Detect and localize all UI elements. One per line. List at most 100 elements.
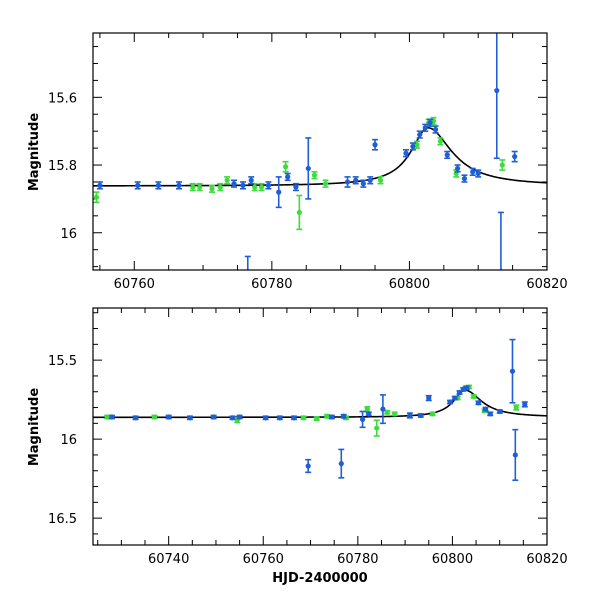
y-tick-label: 15.5 xyxy=(48,354,77,369)
green-data-point xyxy=(217,184,223,190)
green-data-point xyxy=(93,194,100,200)
blue-data-point xyxy=(509,368,516,374)
green-data-point xyxy=(364,406,370,412)
blue-data-point xyxy=(135,182,141,188)
blue-data-point xyxy=(452,395,458,401)
blue-data-point xyxy=(407,412,413,419)
green-data-point xyxy=(374,425,380,431)
blue-data-point xyxy=(344,179,351,185)
green-data-point xyxy=(300,415,307,421)
blue-data-point xyxy=(155,182,161,188)
blue-data-point xyxy=(487,411,493,417)
blue-data-point xyxy=(494,87,500,94)
blue-data-point xyxy=(372,142,378,148)
green-data-point xyxy=(258,184,265,190)
blue-data-point xyxy=(305,463,311,469)
green-data-point xyxy=(252,184,258,190)
blue-data-point xyxy=(97,182,103,188)
blue-data-point xyxy=(422,125,428,131)
blue-data-point xyxy=(475,400,482,406)
blue-data-point xyxy=(512,153,518,160)
x-tick-label: 60820 xyxy=(526,277,567,292)
green-data-point xyxy=(209,186,215,192)
blue-data-point xyxy=(293,184,299,190)
blue-data-point xyxy=(512,452,518,458)
blue-data-point xyxy=(329,414,335,420)
blue-data-point xyxy=(187,415,193,421)
y-tick-label: 16.5 xyxy=(48,512,77,527)
blue-data-point xyxy=(265,182,272,188)
blue-data-point xyxy=(447,399,453,405)
blue-data-point xyxy=(176,182,182,188)
plot-frame xyxy=(92,32,548,271)
x-tick-label: 60760 xyxy=(114,277,155,292)
green-data-point xyxy=(384,409,390,415)
blue-data-point xyxy=(418,412,424,419)
green-data-point xyxy=(151,414,158,420)
y-tick-label: 16 xyxy=(60,433,77,448)
blue-data-point xyxy=(240,182,246,188)
x-tick-label: 60800 xyxy=(389,277,430,292)
blue-data-point xyxy=(360,181,366,187)
plot-frame xyxy=(92,307,548,546)
green-data-point xyxy=(499,162,505,168)
blue-data-point xyxy=(427,120,433,126)
y-tick-label: 15.6 xyxy=(48,91,77,106)
y-tick-label: 15.8 xyxy=(48,159,77,174)
x-tick-label: 60740 xyxy=(148,552,189,567)
blue-data-point xyxy=(353,177,359,183)
blue-data-point xyxy=(285,174,291,180)
green-data-point xyxy=(513,404,519,411)
green-data-point xyxy=(190,184,196,190)
blue-data-point xyxy=(338,461,344,467)
top-y-axis-label: Magnitude xyxy=(27,113,42,192)
blue-data-point xyxy=(454,165,461,172)
blue-data-point xyxy=(132,415,139,421)
bottom-y-axis-label: Magnitude xyxy=(27,388,42,467)
x-tick-label: 60780 xyxy=(251,277,292,292)
blue-data-point xyxy=(432,126,439,133)
blue-data-point xyxy=(470,169,476,175)
plot-area xyxy=(93,33,547,279)
blue-data-point xyxy=(277,415,283,421)
top-panel: 60760 60780 60800 60820 15.6 15.8 16 xyxy=(48,32,568,292)
blue-data-point xyxy=(461,175,468,182)
green-data-point xyxy=(224,177,230,183)
blue-data-point xyxy=(464,385,470,391)
bottom-panel: 60740 60760 60780 60800 60820 15.5 16 16.5 xyxy=(48,307,568,567)
blue-data-point xyxy=(359,416,366,422)
blue-data-point xyxy=(410,143,416,150)
green-data-point xyxy=(377,177,384,183)
x-tick-label: 60820 xyxy=(526,552,567,567)
x-tick-label: 60780 xyxy=(337,552,378,567)
green-data-point xyxy=(311,172,318,178)
green-data-point xyxy=(283,164,289,170)
blue-data-point xyxy=(166,414,172,420)
blue-data-point xyxy=(380,406,386,412)
blue-data-point xyxy=(291,415,297,421)
green-data-point xyxy=(104,414,110,420)
blue-data-point xyxy=(366,411,372,417)
blue-data-point xyxy=(497,408,503,415)
blue-data-point xyxy=(426,395,432,401)
blue-data-point xyxy=(305,165,311,172)
blue-data-point xyxy=(248,177,254,183)
blue-data-point xyxy=(367,177,373,183)
blue-data-point xyxy=(210,414,217,420)
blue-data-point xyxy=(403,150,409,156)
blue-data-point xyxy=(444,152,450,158)
green-data-point xyxy=(324,413,330,419)
blue-data-point xyxy=(417,131,423,138)
green-data-point xyxy=(296,209,302,216)
blue-data-point xyxy=(482,406,489,412)
x-tick-label: 60800 xyxy=(432,552,473,567)
blue-data-point xyxy=(245,274,250,279)
blue-data-point xyxy=(229,415,236,421)
blue-data-point xyxy=(498,271,503,276)
blue-data-point xyxy=(341,413,347,419)
plot-area xyxy=(93,338,547,482)
blue-data-point xyxy=(237,414,243,420)
blue-data-point xyxy=(475,170,481,177)
